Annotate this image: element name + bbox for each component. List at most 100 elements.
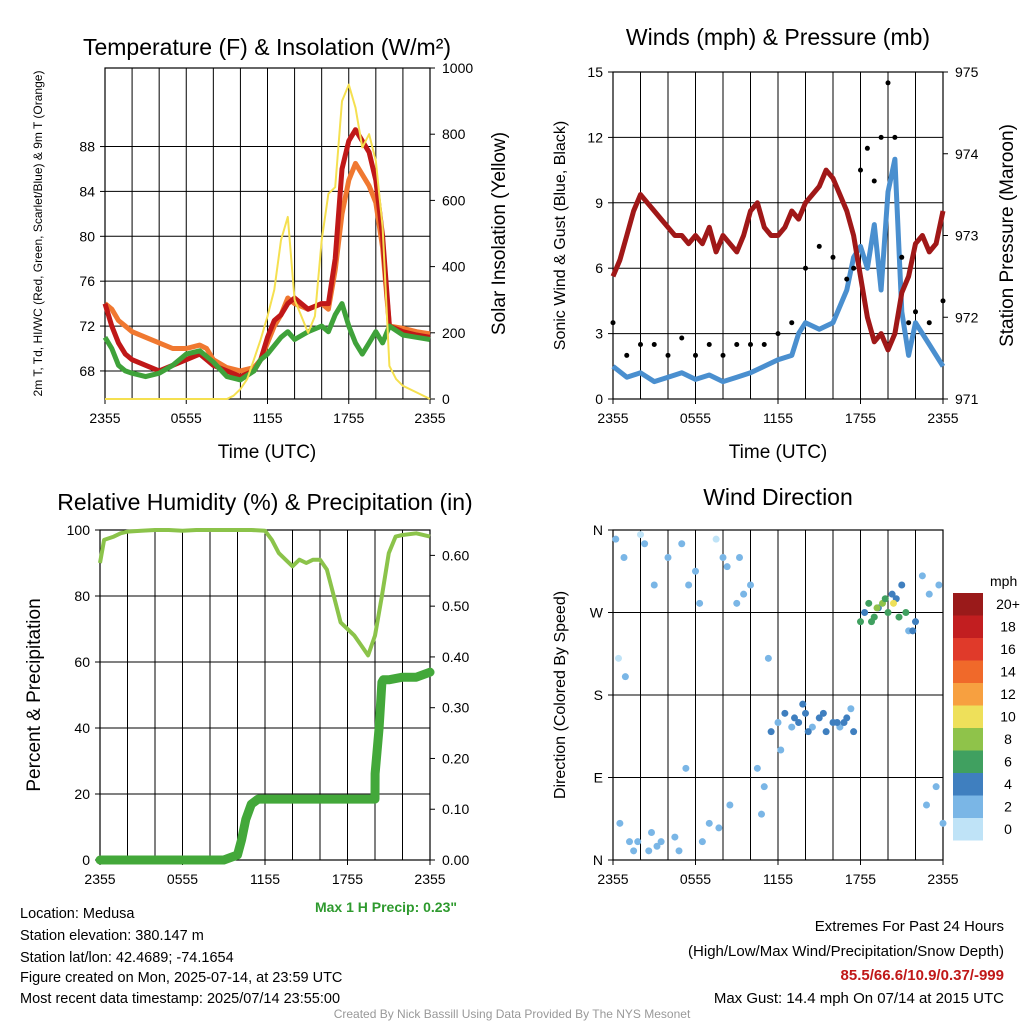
winds-y-tick-label: 6 [595, 260, 603, 276]
legend-swatch [953, 615, 983, 638]
winds-gust-point [693, 352, 698, 358]
winds-x-tick-label: 1155 [763, 410, 793, 426]
direction-point [723, 563, 731, 571]
direction-point [626, 838, 633, 846]
winds-gust-point [734, 342, 740, 347]
winds-y2-tick-label: 971 [955, 391, 979, 407]
winds-title: Winds (mph) & Pressure (mb) [626, 24, 930, 50]
direction-point [873, 604, 881, 612]
humidity-x-tick-label: 2355 [414, 871, 445, 887]
direction-point [781, 709, 789, 717]
temperature-x-tick-label: 1755 [333, 410, 364, 426]
direction-point [733, 599, 741, 607]
direction-point [888, 590, 896, 598]
winds-gust-point [885, 80, 891, 86]
winds-x-label: Time (UTC) [729, 442, 828, 463]
winds-gust-point [651, 342, 657, 347]
direction-y-tick-label: N [593, 852, 603, 868]
extremes-title: Extremes For Past 24 Hours [814, 918, 1004, 935]
direction-x-tick-label: 2355 [927, 871, 958, 887]
direction-point [935, 581, 943, 589]
direction-point [685, 581, 693, 589]
direction-point [747, 581, 754, 589]
direction-point [909, 627, 917, 635]
direction-point [833, 719, 841, 726]
winds-x-tick-label: 0555 [680, 410, 711, 426]
legend-swatch [953, 818, 983, 841]
humidity-y2-tick-label: 0.50 [442, 598, 469, 614]
winds-y-label: Sonic Wind & Gust (Blue, Black) [552, 121, 569, 350]
direction-title: Wind Direction [703, 484, 853, 510]
legend-label: 4 [1004, 776, 1012, 792]
legend-title: mph [990, 573, 1017, 589]
humidity-y2-tick-label: 0.00 [442, 852, 469, 868]
direction-point [764, 654, 772, 662]
humidity-y-tick-label: 20 [74, 786, 90, 802]
winds-gust-point [926, 320, 932, 326]
direction-point [682, 764, 690, 772]
temperature-x-label: Time (UTC) [218, 442, 317, 463]
legend-label: 16 [1000, 641, 1016, 657]
direction-point [788, 723, 796, 731]
direction-y-tick-label: W [590, 605, 604, 621]
legend-label: 2 [1004, 799, 1012, 815]
direction-point [719, 554, 727, 561]
winds-gust-point [720, 352, 726, 358]
direction-point [840, 719, 848, 726]
winds-gust-point [610, 320, 616, 326]
credit-line: Created By Nick Bassill Using Data Provi… [333, 1007, 691, 1021]
legend-label: 8 [1004, 731, 1012, 747]
temperature-series-solar-insolation [105, 83, 431, 400]
humidity-y-tick-label: 0 [82, 852, 90, 868]
winds-x-tick-label: 1755 [845, 410, 876, 426]
temperature-x-tick-label: 2355 [89, 410, 120, 426]
direction-point [671, 833, 679, 841]
winds-y-tick-label: 9 [595, 195, 603, 211]
direction-point [815, 714, 823, 722]
direction-point [847, 705, 855, 713]
humidity-y-tick-label: 60 [74, 654, 90, 670]
humidity-y2-tick-label: 0.10 [442, 801, 469, 817]
direction-point [698, 838, 706, 846]
legend-swatch [953, 728, 983, 751]
winds-y2-tick-label: 975 [955, 64, 979, 80]
direction-point [615, 654, 622, 662]
humidity-y2-tick-label: 0.30 [442, 700, 469, 716]
humidity-chart: 2355 0555 1155 1755 2355 0 20 40 60 80 100 0.00 0.10… [24, 489, 473, 915]
temperature-x-tick-label: 2355 [414, 410, 445, 426]
direction-point [653, 842, 661, 850]
direction-point [868, 618, 875, 626]
direction-point [678, 540, 686, 548]
winds-gust-point [761, 342, 767, 347]
direction-point [657, 838, 665, 846]
direction-point [850, 728, 858, 736]
direction-y-tick-label: E [594, 770, 603, 786]
legend-swatch [953, 660, 983, 683]
winds-gust-point [899, 254, 905, 260]
temperature-y2-label: Solar Insolation (Yellow) [489, 132, 510, 335]
winds-gust-point [864, 145, 870, 151]
winds-gust-point [844, 276, 850, 282]
humidity-x-tick-label: 1155 [250, 871, 280, 887]
direction-point [912, 618, 919, 626]
winds-x-tick-label: 2355 [597, 410, 628, 426]
direction-point [645, 847, 653, 855]
direction-y-label: Direction (Colored By Speed) [552, 591, 569, 799]
direction-point [774, 719, 782, 726]
temperature-series-2m-t [102, 127, 431, 380]
winds-gust-point [638, 342, 643, 347]
winds-gust-point [851, 265, 857, 271]
winds-y2-label: Station Pressure (Maroon) [997, 124, 1018, 347]
direction-point [612, 535, 620, 543]
direction-point [641, 540, 649, 548]
winds-y2-tick-label: 973 [955, 228, 979, 244]
humidity-y2-tick-label: 0.20 [442, 750, 469, 766]
temperature-y2-tick-label: 1000 [442, 60, 473, 76]
winds-gust-point [679, 335, 685, 341]
direction-point [918, 572, 926, 580]
temperature-y-tick-label: 68 [79, 363, 95, 379]
legend-swatch [953, 795, 983, 818]
legend-label: 14 [1000, 664, 1016, 680]
